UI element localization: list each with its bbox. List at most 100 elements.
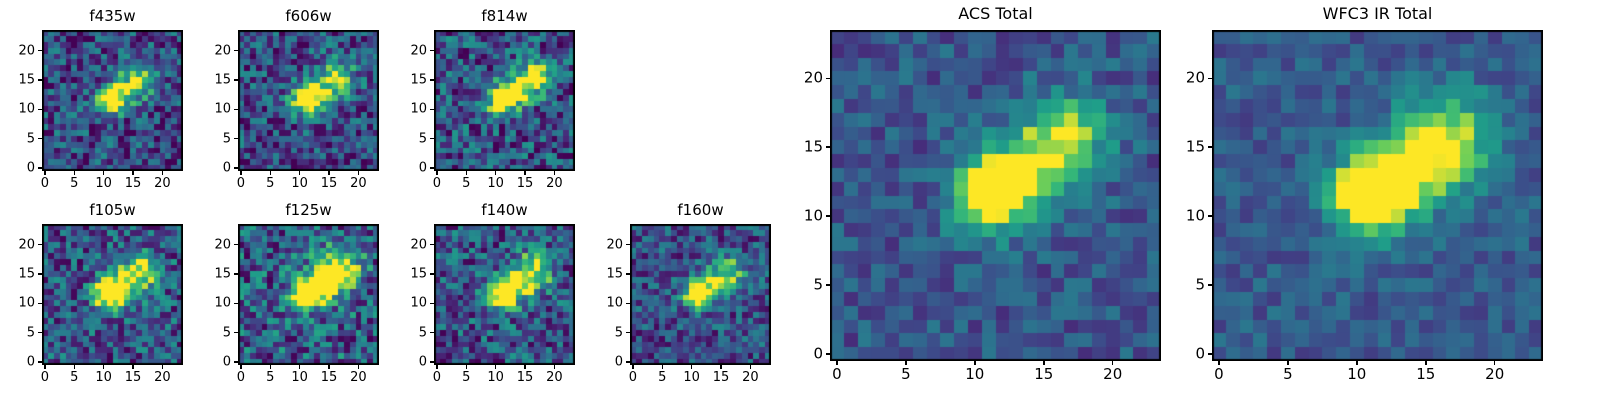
panel-title: WFC3 IR Total bbox=[1322, 4, 1433, 23]
x-tick-mark bbox=[269, 365, 272, 369]
panel-title: f125w bbox=[285, 201, 332, 219]
x-tick-label: 0 bbox=[628, 370, 638, 385]
x-tick-label: 20 bbox=[546, 370, 563, 385]
x-tick-label: 10 bbox=[487, 176, 504, 191]
y-tick-mark bbox=[626, 273, 630, 275]
y-tick-label: 10 bbox=[803, 206, 823, 225]
x-tick-mark bbox=[974, 361, 976, 365]
x-tick-label: 15 bbox=[516, 176, 534, 191]
x-tick-label: 5 bbox=[1283, 365, 1293, 383]
x-tick-mark bbox=[102, 365, 105, 369]
y-tick-label: 20 bbox=[803, 68, 823, 87]
x-tick-label: 15 bbox=[712, 370, 730, 385]
x-tick-label: 20 bbox=[1485, 365, 1505, 383]
y-tick-label: 5 bbox=[418, 131, 427, 147]
y-tick-label: 5 bbox=[222, 131, 231, 147]
x-tick-label: 5 bbox=[462, 176, 471, 191]
x-tick-label: 0 bbox=[40, 176, 50, 191]
heatmap-canvas bbox=[830, 30, 1161, 361]
y-tick-label: 15 bbox=[18, 266, 35, 282]
y-tick-mark bbox=[826, 215, 830, 217]
y-tick-mark bbox=[234, 167, 238, 169]
y-tick-mark bbox=[430, 79, 434, 81]
y-tick-mark bbox=[430, 302, 434, 305]
x-tick-mark bbox=[44, 171, 46, 175]
x-tick-label: 0 bbox=[236, 176, 246, 191]
heatmap-canvas bbox=[42, 224, 183, 365]
x-tick-label: 10 bbox=[291, 176, 308, 191]
x-tick-label: 20 bbox=[154, 176, 171, 191]
x-tick-mark bbox=[524, 171, 526, 175]
x-tick-mark bbox=[553, 171, 556, 175]
y-tick-mark bbox=[626, 243, 630, 246]
x-tick-label: 20 bbox=[350, 370, 367, 385]
y-tick-label: 15 bbox=[803, 137, 823, 156]
y-tick-label: 5 bbox=[614, 325, 623, 341]
y-tick-label: 0 bbox=[26, 160, 35, 176]
x-tick-label: 15 bbox=[124, 176, 142, 191]
y-tick-label: 5 bbox=[1195, 275, 1205, 294]
y-tick-mark bbox=[38, 167, 42, 169]
panel-f435w: f435w 0 5 10 15 20 0 5 10 15 20 bbox=[18, 7, 183, 190]
y-tick-label: 0 bbox=[222, 354, 231, 370]
x-tick-mark bbox=[240, 365, 242, 369]
x-tick-mark bbox=[720, 365, 722, 369]
heatmap-canvas bbox=[434, 224, 575, 365]
x-tick-mark bbox=[328, 171, 330, 175]
y-tick-mark bbox=[430, 361, 434, 363]
y-tick-mark bbox=[38, 361, 42, 363]
panel-f140w: f140w 0 5 10 15 20 0 5 10 15 20 bbox=[410, 201, 575, 384]
heatmap-canvas bbox=[42, 30, 183, 171]
y-tick-mark bbox=[430, 108, 434, 111]
x-tick-label: 15 bbox=[320, 370, 338, 385]
panel-f814w: f814w 0 5 10 15 20 0 5 10 15 20 bbox=[410, 7, 575, 190]
y-tick-label: 0 bbox=[813, 344, 823, 363]
y-tick-mark bbox=[430, 331, 434, 334]
x-tick-mark bbox=[1493, 361, 1496, 365]
y-tick-label: 5 bbox=[418, 325, 427, 341]
y-tick-mark bbox=[626, 361, 630, 363]
y-tick-label: 20 bbox=[410, 43, 427, 59]
x-tick-label: 15 bbox=[320, 176, 338, 191]
y-tick-label: 20 bbox=[214, 237, 231, 253]
y-tick-mark bbox=[38, 79, 42, 81]
x-tick-mark bbox=[132, 171, 134, 175]
x-tick-mark bbox=[132, 365, 134, 369]
y-tick-mark bbox=[234, 137, 238, 140]
y-tick-label: 0 bbox=[1195, 344, 1205, 363]
x-tick-mark bbox=[102, 171, 105, 175]
heatmap-canvas bbox=[434, 30, 575, 171]
y-tick-mark bbox=[38, 273, 42, 275]
x-tick-mark bbox=[73, 171, 76, 175]
x-tick-mark bbox=[298, 365, 301, 369]
y-tick-mark bbox=[826, 77, 830, 80]
x-tick-mark bbox=[1356, 361, 1358, 365]
y-tick-mark bbox=[626, 331, 630, 334]
y-tick-label: 20 bbox=[18, 237, 35, 253]
x-tick-mark bbox=[836, 361, 838, 365]
x-tick-mark bbox=[690, 365, 693, 369]
y-tick-label: 10 bbox=[214, 101, 231, 117]
y-tick-label: 10 bbox=[18, 101, 35, 117]
x-tick-label: 10 bbox=[683, 370, 700, 385]
x-tick-label: 5 bbox=[658, 370, 667, 385]
x-tick-label: 15 bbox=[516, 370, 534, 385]
panel-f606w: f606w 0 5 10 15 20 0 5 10 15 20 bbox=[214, 7, 379, 190]
x-tick-mark bbox=[661, 365, 664, 369]
x-tick-label: 20 bbox=[546, 176, 563, 191]
x-tick-mark bbox=[269, 171, 272, 175]
x-tick-label: 10 bbox=[965, 365, 985, 383]
y-tick-label: 15 bbox=[410, 266, 427, 282]
y-tick-mark bbox=[38, 243, 42, 246]
x-tick-mark bbox=[465, 171, 468, 175]
y-tick-label: 15 bbox=[1185, 137, 1205, 156]
panel-title: f606w bbox=[285, 7, 332, 25]
x-tick-label: 5 bbox=[462, 370, 471, 385]
y-tick-mark bbox=[234, 108, 238, 111]
y-tick-label: 5 bbox=[26, 131, 35, 147]
x-tick-mark bbox=[44, 365, 46, 369]
x-tick-mark bbox=[632, 365, 634, 369]
y-tick-mark bbox=[38, 302, 42, 305]
y-tick-label: 15 bbox=[18, 72, 35, 88]
y-tick-label: 10 bbox=[606, 295, 623, 311]
